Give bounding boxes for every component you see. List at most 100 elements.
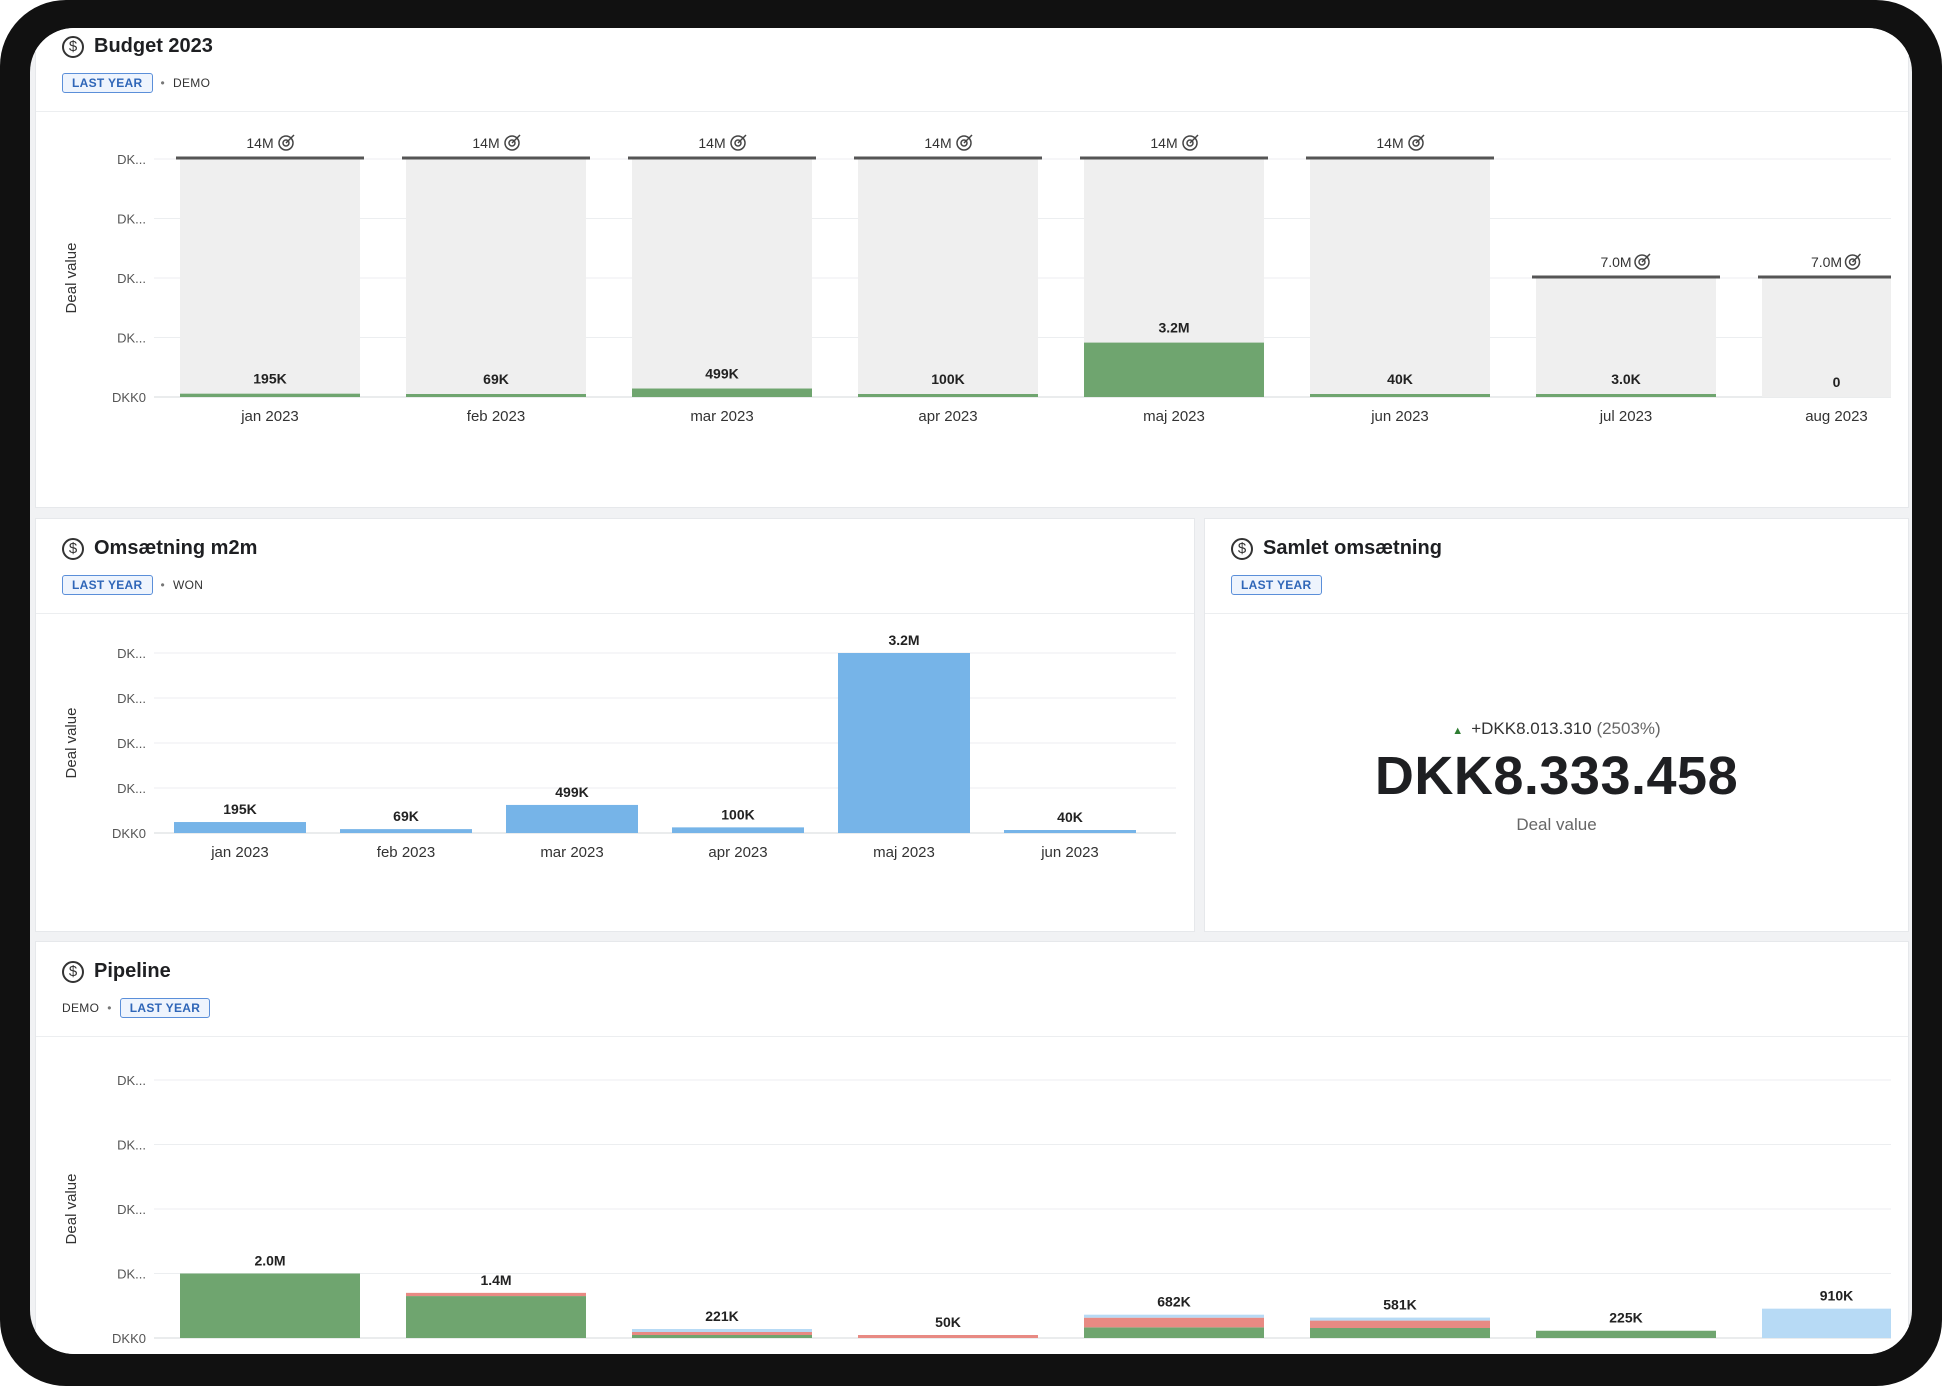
target-label: 7.0M (1600, 254, 1631, 270)
last-year-tag[interactable]: LAST YEAR (119, 998, 211, 1018)
target-label: 14M (1150, 135, 1177, 151)
y-tick-label: DKK0 (112, 1331, 146, 1346)
value-label: 3.0K (1611, 371, 1641, 387)
value-bar (632, 388, 812, 397)
target-icon (1634, 254, 1650, 270)
x-tick-label: maj 2023 (873, 844, 935, 861)
dashboard-screen: $ Budget 2023 LAST YEAR • DEMO DKK0 DK...… (30, 28, 1912, 1354)
dollar-icon: $ (62, 537, 84, 560)
x-tick-label: aug 2023 (1805, 408, 1868, 425)
total-label: 1.4M (480, 1272, 511, 1288)
x-tick-label: jun 2023 (1370, 408, 1429, 425)
target-bar (406, 159, 586, 397)
total-label: 682K (1157, 1294, 1190, 1310)
value-bar (1310, 394, 1490, 397)
target-icon (1844, 254, 1861, 270)
total-label: 581K (1383, 1297, 1416, 1313)
value-label: 3.2M (888, 632, 919, 648)
last-year-tag[interactable]: LAST YEAR (62, 575, 153, 595)
value-bar (1004, 830, 1136, 833)
tag-separator: • (107, 1001, 112, 1015)
total-label: 50K (935, 1314, 961, 1330)
value-bar (406, 394, 586, 397)
budget-card: $ Budget 2023 LAST YEAR • DEMO DKK0 DK...… (35, 28, 1909, 508)
y-tick-label: DK... (117, 152, 146, 167)
last-year-tag[interactable]: LAST YEAR (62, 73, 153, 93)
divider (36, 1036, 1908, 1037)
m2m-title-row: $ Omsætning m2m (62, 537, 257, 560)
y-tick-label: DK... (117, 1202, 146, 1217)
value-label: 499K (705, 366, 738, 382)
target-label: 14M (924, 135, 951, 151)
target-icon-inner (960, 139, 968, 147)
x-tick-label: mar 2023 (690, 408, 753, 425)
kpi-delta: +DKK8.013.310 (1471, 719, 1592, 738)
target-bar (1536, 278, 1716, 397)
stack-segment (180, 1273, 360, 1338)
value-bar (838, 653, 970, 833)
stack-segment (1536, 1330, 1716, 1338)
target-bar (632, 159, 812, 397)
divider (36, 111, 1908, 112)
y-tick-label: DK... (117, 1267, 146, 1282)
budget-title-row: $ Budget 2023 (62, 35, 213, 58)
demo-tag[interactable]: DEMO (173, 76, 211, 90)
pipeline-tags: DEMO • LAST YEAR (62, 998, 211, 1018)
target-bar (1310, 159, 1490, 397)
stack-segment (1084, 1317, 1264, 1328)
y-tick-label: DK... (117, 271, 146, 286)
pipeline-chart: DKK0 DK... DK... DK... DK... Deal value 2.0M 1.… (63, 1073, 1891, 1346)
target-icon-arrow (285, 134, 295, 144)
stack-segment (1310, 1317, 1490, 1321)
demo-tag[interactable]: DEMO (62, 1001, 100, 1015)
value-bar (340, 829, 472, 833)
target-icon-inner (282, 139, 290, 147)
stack-segment (406, 1292, 586, 1297)
x-tick-label: feb 2023 (467, 408, 525, 425)
target-icon-arrow (511, 134, 521, 144)
dollar-icon: $ (62, 960, 84, 983)
value-label: 40K (1057, 809, 1083, 825)
target-label: 14M (472, 135, 499, 151)
pipeline-title: Pipeline (94, 960, 171, 982)
target-icon-arrow (1851, 253, 1862, 263)
value-label: 499K (555, 784, 588, 800)
x-tick-label: jan 2023 (240, 408, 299, 425)
samlet-title: Samlet omsætning (1263, 537, 1442, 559)
total-label: 221K (705, 1308, 738, 1324)
x-tick-label: mar 2023 (540, 844, 603, 861)
kpi-delta-pct: (2503%) (1596, 719, 1661, 738)
y-tick-label: DK... (117, 1138, 146, 1153)
won-tag[interactable]: WON (173, 578, 204, 592)
target-icon-arrow (1415, 134, 1425, 144)
samlet-card: $ Samlet omsætning LAST YEAR ▲ +DKK8.013.… (1204, 518, 1909, 932)
y-tick-label: DK... (117, 212, 146, 227)
last-year-tag[interactable]: LAST YEAR (1231, 575, 1322, 595)
target-icon-inner (1638, 258, 1646, 266)
y-tick-label: DKK0 (112, 826, 146, 841)
m2m-chart: DKK0 DK... DK... DK... DK... Deal value 195K ja… (63, 632, 1176, 861)
budget-tags: LAST YEAR • DEMO (62, 73, 210, 93)
target-icon-arrow (963, 134, 973, 144)
target-icon-arrow (1641, 253, 1651, 263)
y-axis-label: Deal value (63, 243, 80, 314)
m2m-tags: LAST YEAR • WON (62, 575, 203, 595)
stack-segment (632, 1332, 812, 1335)
target-label: 14M (1376, 135, 1403, 151)
x-tick-label: jun 2023 (1040, 844, 1099, 861)
budget-title: Budget 2023 (94, 35, 213, 57)
total-label: 910K (1820, 1288, 1853, 1304)
kpi-delta-row: ▲ +DKK8.013.310 (2503%) (1205, 719, 1908, 739)
value-label: 69K (483, 371, 509, 387)
target-bar (180, 159, 360, 397)
dollar-icon: $ (62, 35, 84, 58)
target-icon-inner (734, 139, 742, 147)
x-tick-label: feb 2023 (377, 844, 435, 861)
value-label: 195K (223, 801, 256, 817)
divider (36, 613, 1194, 614)
stack-segment (1310, 1320, 1490, 1329)
value-bar (180, 393, 360, 397)
stack-segment (1084, 1327, 1264, 1338)
kpi-label: Deal value (1516, 815, 1597, 834)
y-tick-label: DK... (117, 331, 146, 346)
